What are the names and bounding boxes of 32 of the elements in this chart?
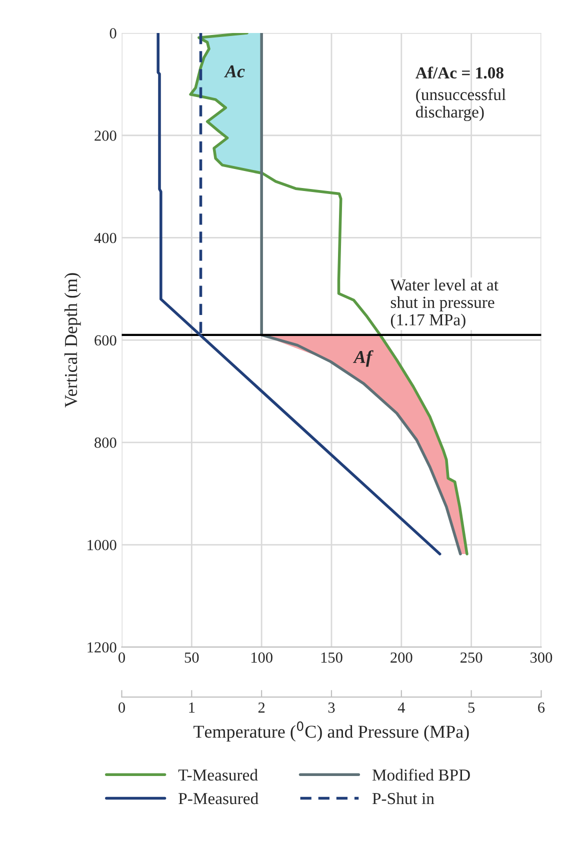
legend-label: P-Shut in (372, 792, 434, 804)
x2-tick-label: 0 (118, 702, 125, 713)
y-tick-label: 600 (94, 335, 116, 346)
x-tick-label: 250 (460, 652, 482, 663)
legend-label: P-Measured (178, 792, 258, 804)
x2-tick-label: 4 (398, 702, 405, 713)
annotation: Af (352, 350, 374, 367)
x-tick-label: 0 (118, 652, 125, 663)
x-axis-title: Temperature ($^{0}$C) and Pressure (MPa) (194, 721, 469, 742)
annotation: (unsuccessful discharge) (416, 88, 506, 122)
x-tick-label: 200 (390, 652, 412, 663)
y-tick-label: 1200 (88, 642, 116, 653)
x2-tick-label: 6 (538, 702, 545, 713)
y-axis-title: Vertical Depth (m) (64, 273, 81, 408)
x-tick-label: 100 (251, 652, 272, 663)
legend-label: T-Measured (178, 768, 258, 781)
x-tick-label: 300 (530, 652, 552, 663)
y-tick-label: 200 (94, 130, 116, 141)
annotation: Af/Ac = 1.08 (416, 66, 504, 79)
x2-tick-label: 3 (328, 702, 335, 713)
x-tick-label: 150 (321, 652, 342, 663)
legend-label: Modified BPD (372, 768, 470, 781)
annotation: Ac (224, 65, 245, 78)
ref-line-label: Water level at at shut in pressure (1.17 MPa) (390, 278, 498, 329)
x2-tick-label: 2 (258, 702, 265, 713)
y-tick-label: 800 (94, 438, 116, 448)
y-tick-label: 1000 (88, 540, 116, 550)
x2-tick-label: 1 (189, 702, 195, 713)
y-tick-label: 400 (94, 232, 116, 244)
x-tick-label: 50 (184, 652, 199, 663)
x2-tick-label: 5 (468, 702, 475, 713)
y-tick-label: 0 (110, 28, 116, 38)
